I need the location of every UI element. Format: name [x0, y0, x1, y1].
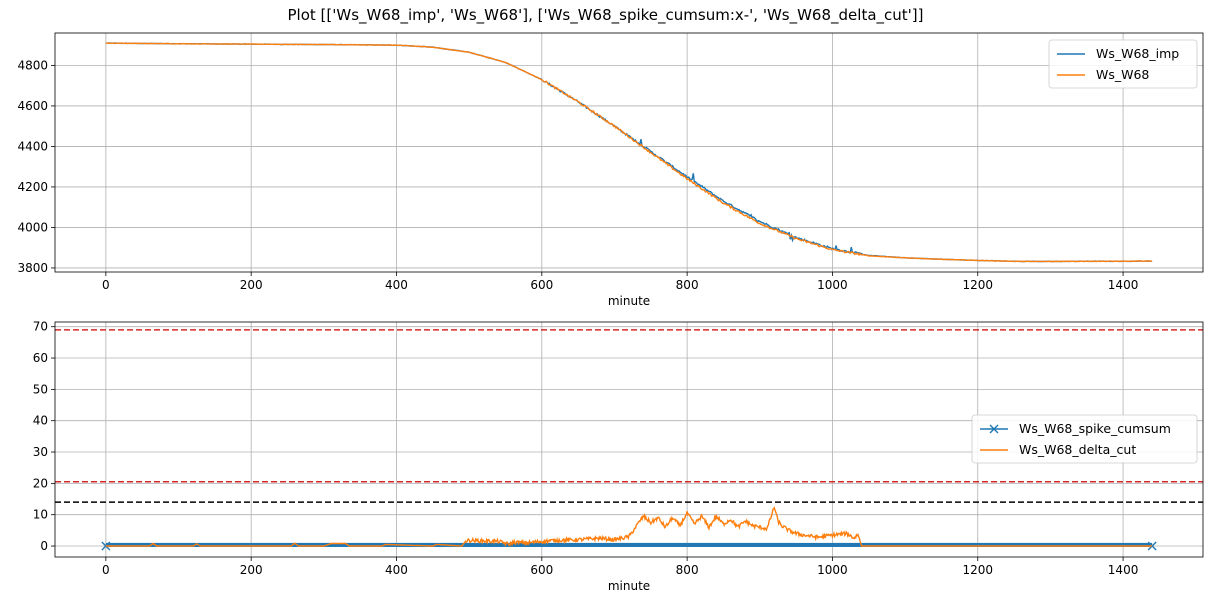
y-tick-label: 4400: [17, 139, 48, 153]
legend-box: [1048, 39, 1198, 89]
x-tick-label: 400: [385, 563, 408, 577]
y-tick-label: 3800: [17, 261, 48, 275]
x-tick-label: 1200: [962, 563, 993, 577]
y-tick-label: 4800: [17, 58, 48, 72]
y-tick-label: 10: [33, 508, 48, 522]
x-tick-label: 800: [676, 278, 699, 292]
legend-marker: [989, 424, 999, 434]
figure-title: Plot [['Ws_W68_imp', 'Ws_W68'], ['Ws_W68…: [287, 6, 924, 24]
legend-label: Ws_W68_spike_cumsum: [1019, 421, 1171, 436]
x-tick-label: 0: [102, 278, 110, 292]
y-tick-label: 4200: [17, 180, 48, 194]
series-marker-Ws_W68_spike_cumsum: [101, 541, 111, 551]
x-tick-label: 600: [530, 563, 553, 577]
series-line-Ws_W68_imp: [105, 42, 1153, 263]
y-tick-label: 4600: [17, 99, 48, 113]
series-line-Ws_W68_delta_cut: [105, 506, 1153, 548]
y-tick-label: 60: [33, 351, 48, 365]
x-tick-label: 200: [240, 563, 263, 577]
axes-frame: [54, 32, 1204, 273]
series-line-Ws_W68: [105, 42, 1153, 263]
series-marker-Ws_W68_spike_cumsum: [1147, 541, 1157, 551]
legend-label: Ws_W68_imp: [1096, 46, 1179, 61]
x-tick-label: 1000: [817, 278, 848, 292]
y-tick-label: 40: [33, 414, 48, 428]
bottom-axes: 0 200 400 600 800 1000 1200 1400 0 10 20 30 40 50 60 70…: [33, 320, 1204, 593]
x-tick-label: 600: [530, 278, 553, 292]
y-tick-label: 4000: [17, 220, 48, 234]
x-tick-label: 0: [102, 563, 110, 577]
x-axis-label: minute: [608, 294, 650, 308]
y-tick-label: 50: [33, 382, 48, 396]
legend-label: Ws_W68_delta_cut: [1019, 442, 1136, 457]
series-band-Ws_W68_spike_cumsum: [105, 542, 1153, 547]
y-tick-label: 70: [33, 320, 48, 334]
x-tick-label: 1000: [817, 563, 848, 577]
y-tick-label: 30: [33, 445, 48, 459]
y-tick-label: 20: [33, 476, 48, 490]
x-tick-label: 200: [240, 278, 263, 292]
x-axis-label: minute: [608, 579, 650, 593]
x-tick-label: 800: [676, 563, 699, 577]
y-tick-label: 0: [40, 539, 48, 553]
legend-box: [971, 414, 1198, 464]
legend-label: Ws_W68: [1096, 67, 1149, 82]
x-tick-label: 1400: [1108, 278, 1139, 292]
x-tick-label: 1200: [962, 278, 993, 292]
x-tick-label: 1400: [1108, 563, 1139, 577]
axes-frame: [54, 321, 1204, 558]
plot-area: [55, 329, 1203, 551]
plot-area: [105, 42, 1153, 263]
top-axes: 0 200 400 600 800 1000 1200 1400 3800 4000 4200 440…: [17, 32, 1204, 308]
x-tick-label: 400: [385, 278, 408, 292]
